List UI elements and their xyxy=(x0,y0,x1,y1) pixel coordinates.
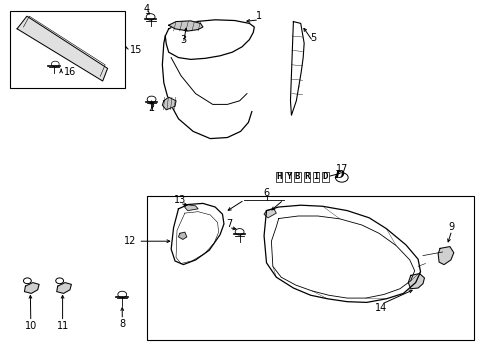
Polygon shape xyxy=(17,16,107,81)
Polygon shape xyxy=(407,274,424,289)
Text: 15: 15 xyxy=(129,45,142,55)
Text: B: B xyxy=(294,172,300,181)
Text: 12: 12 xyxy=(123,236,136,246)
Text: B: B xyxy=(295,172,300,181)
Text: 9: 9 xyxy=(448,222,454,232)
Text: H: H xyxy=(276,172,281,181)
Text: 4: 4 xyxy=(143,4,149,14)
Text: H: H xyxy=(276,172,282,181)
Text: 1: 1 xyxy=(256,11,262,21)
Text: I: I xyxy=(313,172,319,181)
Bar xyxy=(10,11,124,88)
Text: Y: Y xyxy=(285,172,290,181)
Polygon shape xyxy=(162,97,176,110)
Polygon shape xyxy=(168,21,203,31)
Bar xyxy=(146,196,473,340)
Polygon shape xyxy=(437,247,453,265)
Text: 10: 10 xyxy=(24,321,37,331)
Polygon shape xyxy=(184,204,198,211)
Text: 6: 6 xyxy=(263,188,269,198)
Text: 3: 3 xyxy=(180,35,186,45)
Polygon shape xyxy=(57,283,71,293)
Text: Y: Y xyxy=(285,172,291,181)
Text: R: R xyxy=(304,172,309,181)
Polygon shape xyxy=(24,283,39,293)
Polygon shape xyxy=(290,22,304,115)
Text: 8: 8 xyxy=(119,319,125,329)
Text: 11: 11 xyxy=(56,321,69,331)
Polygon shape xyxy=(178,232,186,239)
Text: D: D xyxy=(323,172,328,181)
Text: I: I xyxy=(313,172,318,181)
Text: 2: 2 xyxy=(148,103,154,113)
Text: 17: 17 xyxy=(335,164,348,174)
Text: R: R xyxy=(304,172,309,181)
Text: 5: 5 xyxy=(309,33,315,43)
Text: 14: 14 xyxy=(374,303,387,313)
Polygon shape xyxy=(264,209,276,218)
Text: D: D xyxy=(322,172,327,181)
Bar xyxy=(273,176,337,188)
Text: 7: 7 xyxy=(225,219,231,229)
Text: 16: 16 xyxy=(63,67,76,77)
Text: D: D xyxy=(333,169,343,180)
Text: 13: 13 xyxy=(173,195,186,205)
